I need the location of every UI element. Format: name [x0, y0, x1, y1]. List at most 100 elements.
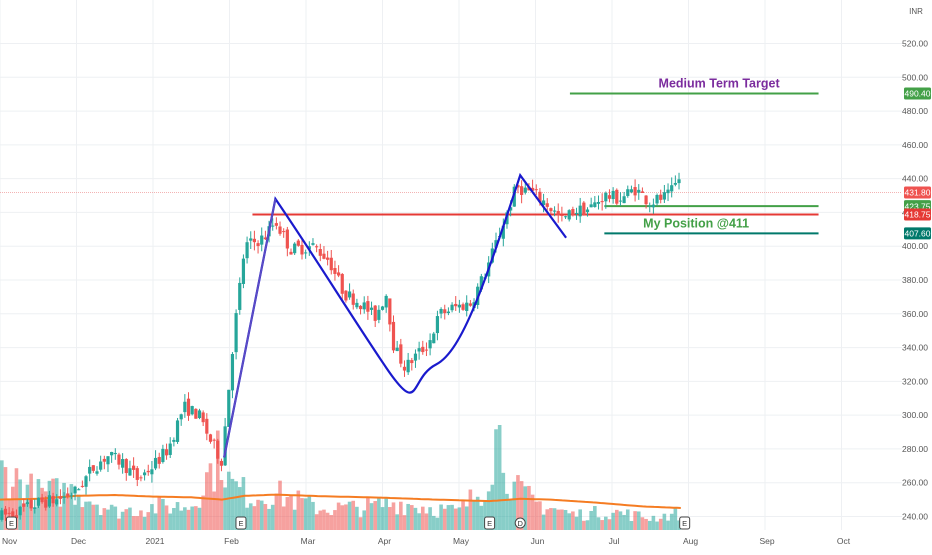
volume-bar	[442, 508, 447, 530]
candle-body	[205, 418, 209, 434]
volume-bar	[479, 505, 484, 530]
volume-bar	[377, 498, 381, 530]
volume-bar	[84, 501, 88, 530]
volume-bar	[336, 502, 341, 530]
candle-body	[501, 225, 505, 239]
volume-bar	[424, 513, 429, 530]
volume-bar	[98, 515, 103, 530]
volume-bar	[73, 504, 77, 530]
price-tick-label: 300.00	[902, 410, 928, 420]
candle-body	[450, 304, 454, 311]
volume-bar	[358, 517, 363, 530]
volume-bar	[62, 482, 66, 530]
candle-body	[95, 471, 99, 474]
volume-bar	[380, 507, 385, 530]
horizontal-levels[interactable]	[0, 92, 902, 235]
candle-body	[585, 209, 590, 213]
volume-bar	[146, 512, 151, 530]
candle-body	[300, 244, 304, 255]
volume-bar	[117, 518, 121, 530]
candle-body	[479, 276, 483, 290]
candle-body	[307, 246, 311, 250]
volume-bar	[142, 516, 147, 530]
volume-bar	[604, 516, 608, 530]
candle-body	[55, 499, 59, 505]
candle-body	[212, 439, 216, 441]
candle-body	[139, 477, 143, 479]
candle-body	[3, 508, 8, 515]
volume-bar	[131, 516, 136, 530]
price-tick-label: 460.00	[902, 140, 928, 150]
volume-bar	[355, 506, 359, 530]
candle-body	[384, 295, 388, 308]
candle-body	[304, 252, 308, 254]
volume-bar	[373, 501, 377, 530]
volume-bar	[464, 506, 469, 530]
volume-bar	[0, 460, 4, 530]
volume-bar	[362, 510, 367, 530]
candle-body	[520, 186, 524, 195]
volume-bar	[234, 481, 238, 530]
candle-body	[655, 194, 659, 204]
volume-bar	[662, 513, 667, 530]
candle-body	[22, 503, 26, 507]
volume-bar	[512, 481, 517, 530]
candle-body	[596, 201, 601, 204]
volume-bar	[201, 495, 205, 530]
time-tick-label: Apr	[378, 536, 391, 546]
candle-body	[435, 316, 440, 334]
candle-body	[677, 179, 681, 184]
volume-bar	[395, 514, 399, 530]
candle-body	[369, 307, 374, 310]
candle-body	[670, 185, 674, 192]
volume-bar	[296, 490, 301, 530]
candle-body	[197, 410, 202, 419]
price-tick-label: 400.00	[902, 241, 928, 251]
volume-bar	[150, 504, 154, 530]
candle-body	[234, 313, 238, 353]
volume-bar	[497, 425, 502, 530]
price-tick-label: 440.00	[902, 174, 928, 184]
candle-body	[347, 291, 352, 298]
volume-bar	[226, 471, 231, 530]
candle-body	[238, 282, 242, 310]
candle-body	[132, 465, 136, 470]
volume-bar	[669, 513, 674, 530]
price-label-text: 423.75	[905, 201, 931, 211]
volume-bar	[172, 508, 176, 530]
volume-bar	[307, 495, 312, 530]
candle-body	[637, 189, 641, 193]
candle-body	[186, 398, 191, 416]
time-tick-label: 2021	[146, 536, 165, 546]
candle-body	[333, 268, 337, 274]
price-label-box	[904, 208, 931, 221]
candle-body	[285, 229, 289, 249]
price-tick-label: 280.00	[902, 444, 928, 454]
volume-bar	[647, 520, 652, 530]
candle-body	[223, 426, 227, 466]
candle-body	[216, 440, 220, 459]
time-axis[interactable]: Nov Dec 2021 Feb Mar Apr May Jun Jul Aug Sep Oct	[2, 536, 851, 546]
volume-bar	[388, 507, 392, 530]
volume-bar	[230, 478, 235, 530]
candle-body	[14, 515, 19, 519]
candle-body	[296, 240, 300, 246]
volume-bar	[168, 513, 173, 530]
time-tick-label: Feb	[224, 536, 239, 546]
candle-body	[194, 408, 198, 419]
volume-bar	[589, 510, 593, 530]
candle-body	[358, 305, 363, 310]
volume-bar	[618, 511, 623, 530]
volume-bar	[32, 507, 37, 530]
volume-bar	[333, 510, 337, 530]
candle-body	[567, 210, 571, 220]
candle-body	[256, 243, 260, 247]
price-label-text: 490.40	[905, 89, 931, 99]
volume-bar	[578, 509, 582, 530]
volume-bar	[636, 511, 641, 530]
candle-body	[377, 309, 381, 320]
price-axis[interactable]: INR 240.00 260.00 280.00 300.00 320.00 340.00 3…	[902, 7, 931, 521]
cup-and-handle-pattern[interactable]	[223, 172, 567, 458]
